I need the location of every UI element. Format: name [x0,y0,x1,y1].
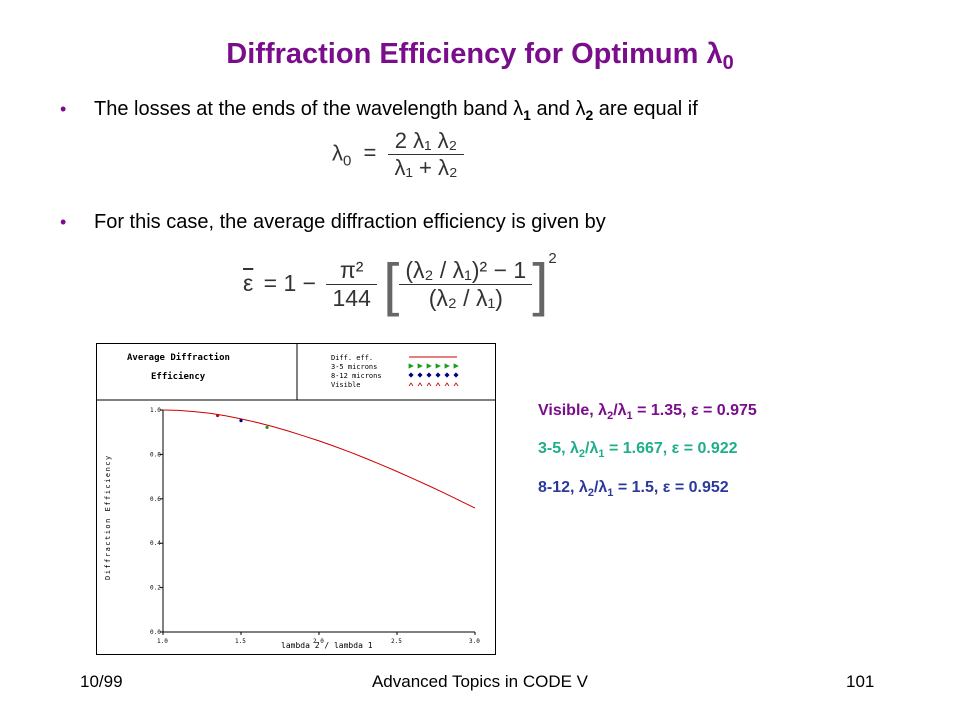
slide-title: Diffraction Efficiency for Optimum λ0 [226,38,734,74]
footer-page-number: 101 [846,672,875,691]
legend-marker-3-5-microns [453,363,459,369]
point-visible [216,413,220,418]
x-tick-label: 1.0 [157,638,168,645]
legend-marker-8-12-microns [453,372,459,378]
annotation-8-12-microns: 8-12, λ2/λ1 = 1.5, ε = 0.952 [538,479,729,500]
legend-marker-8-12-microns [426,372,432,378]
legend-marker-3-5-microns [426,363,432,369]
chart-title-line1: Average Diffraction [127,352,230,363]
left-bracket-icon: [ [383,252,400,318]
legend-label-3-5-microns: 3-5 microns [331,363,377,371]
legend-marker-3-5-microns [444,363,450,369]
legend-marker-3-5-microns [435,363,441,369]
legend-marker-visible [408,382,414,387]
efficiency-chart: Average Diffraction Efficiency Diff. eff… [96,343,496,655]
legend-marker-visible [417,382,423,387]
legend-marker-8-12-microns [408,372,414,378]
y-tick-label: 0.6 [150,496,161,503]
series-line-diff-eff [162,409,476,509]
x-tick-label: 3.0 [469,638,480,645]
y-tick-label: 0.0 [150,629,161,636]
chart-ticks: 1.0 1.5 2.0 2.5 3.0 0.0 0.2 0.4 0.6 0.8 1.0 [150,407,480,645]
footer-date: 10/99 [80,672,123,691]
bullet-dot-icon: • [60,212,67,232]
equation-coefficient-fraction: π² 144 [326,257,377,312]
legend-marker-visible [453,382,459,387]
annotation-3-5-microns: 3-5, λ2/λ1 = 1.667, ε = 0.922 [538,440,738,461]
legend-marker-3-5-microns [417,363,423,369]
point-3-5-microns [265,425,269,429]
footer-title: Advanced Topics in CODE V [371,672,589,691]
legend-label-visible: Visible [331,381,361,389]
legend-marker-visible [444,382,450,387]
point-8-12-microns [239,419,243,423]
efficiency-chart-svg: Average Diffraction Efficiency Diff. eff… [97,344,495,650]
equation-average-efficiency: ε = 1 − π² 144 [ (λ₂ / λ₁)² − 1 (λ₂ / λ₁… [243,250,557,318]
x-tick-label: 2.0 [313,638,324,645]
legend-marker-3-5-microns [408,363,414,369]
chart-title-line2: Efficiency [151,371,206,382]
equation-lambda0: λ0 = 2 λ₁ λ₂ λ₁ + λ₂ [332,128,464,181]
y-tick-label: 0.4 [150,540,161,547]
legend-marker-visible [426,382,432,387]
marked-points [216,413,269,429]
bullet-average-efficiency: • For this case, the average diffraction … [60,211,606,233]
equation-lambda0-fraction: 2 λ₁ λ₂ λ₁ + λ₂ [388,128,464,181]
x-axis-label: lambda 2 / lambda 1 [281,641,373,650]
y-tick-label: 0.8 [150,451,161,458]
annotation-visible: Visible, λ2/λ1 = 1.35, ε = 0.975 [538,402,757,423]
legend-label-diff-eff: Diff. eff. [331,354,373,362]
y-axis-label: Diffraction Efficiency [104,454,112,580]
right-bracket-icon: ] [532,252,549,318]
legend-marker-8-12-microns [417,372,423,378]
x-tick-label: 2.5 [391,638,402,645]
x-tick-label: 1.5 [235,638,246,645]
y-tick-label: 1.0 [150,407,161,414]
bullet-wavelength-band: • The losses at the ends of the wavelengt… [60,98,698,123]
legend-label-8-12-microns: 8-12 microns [331,372,382,380]
y-tick-label: 0.2 [150,585,161,592]
legend-marker-visible [435,382,441,387]
legend-marker-8-12-microns [435,372,441,378]
equation-bracket-fraction: (λ₂ / λ₁)² − 1 (λ₂ / λ₁) [399,257,533,312]
legend-marker-8-12-microns [444,372,450,378]
bullet-dot-icon: • [60,99,67,119]
